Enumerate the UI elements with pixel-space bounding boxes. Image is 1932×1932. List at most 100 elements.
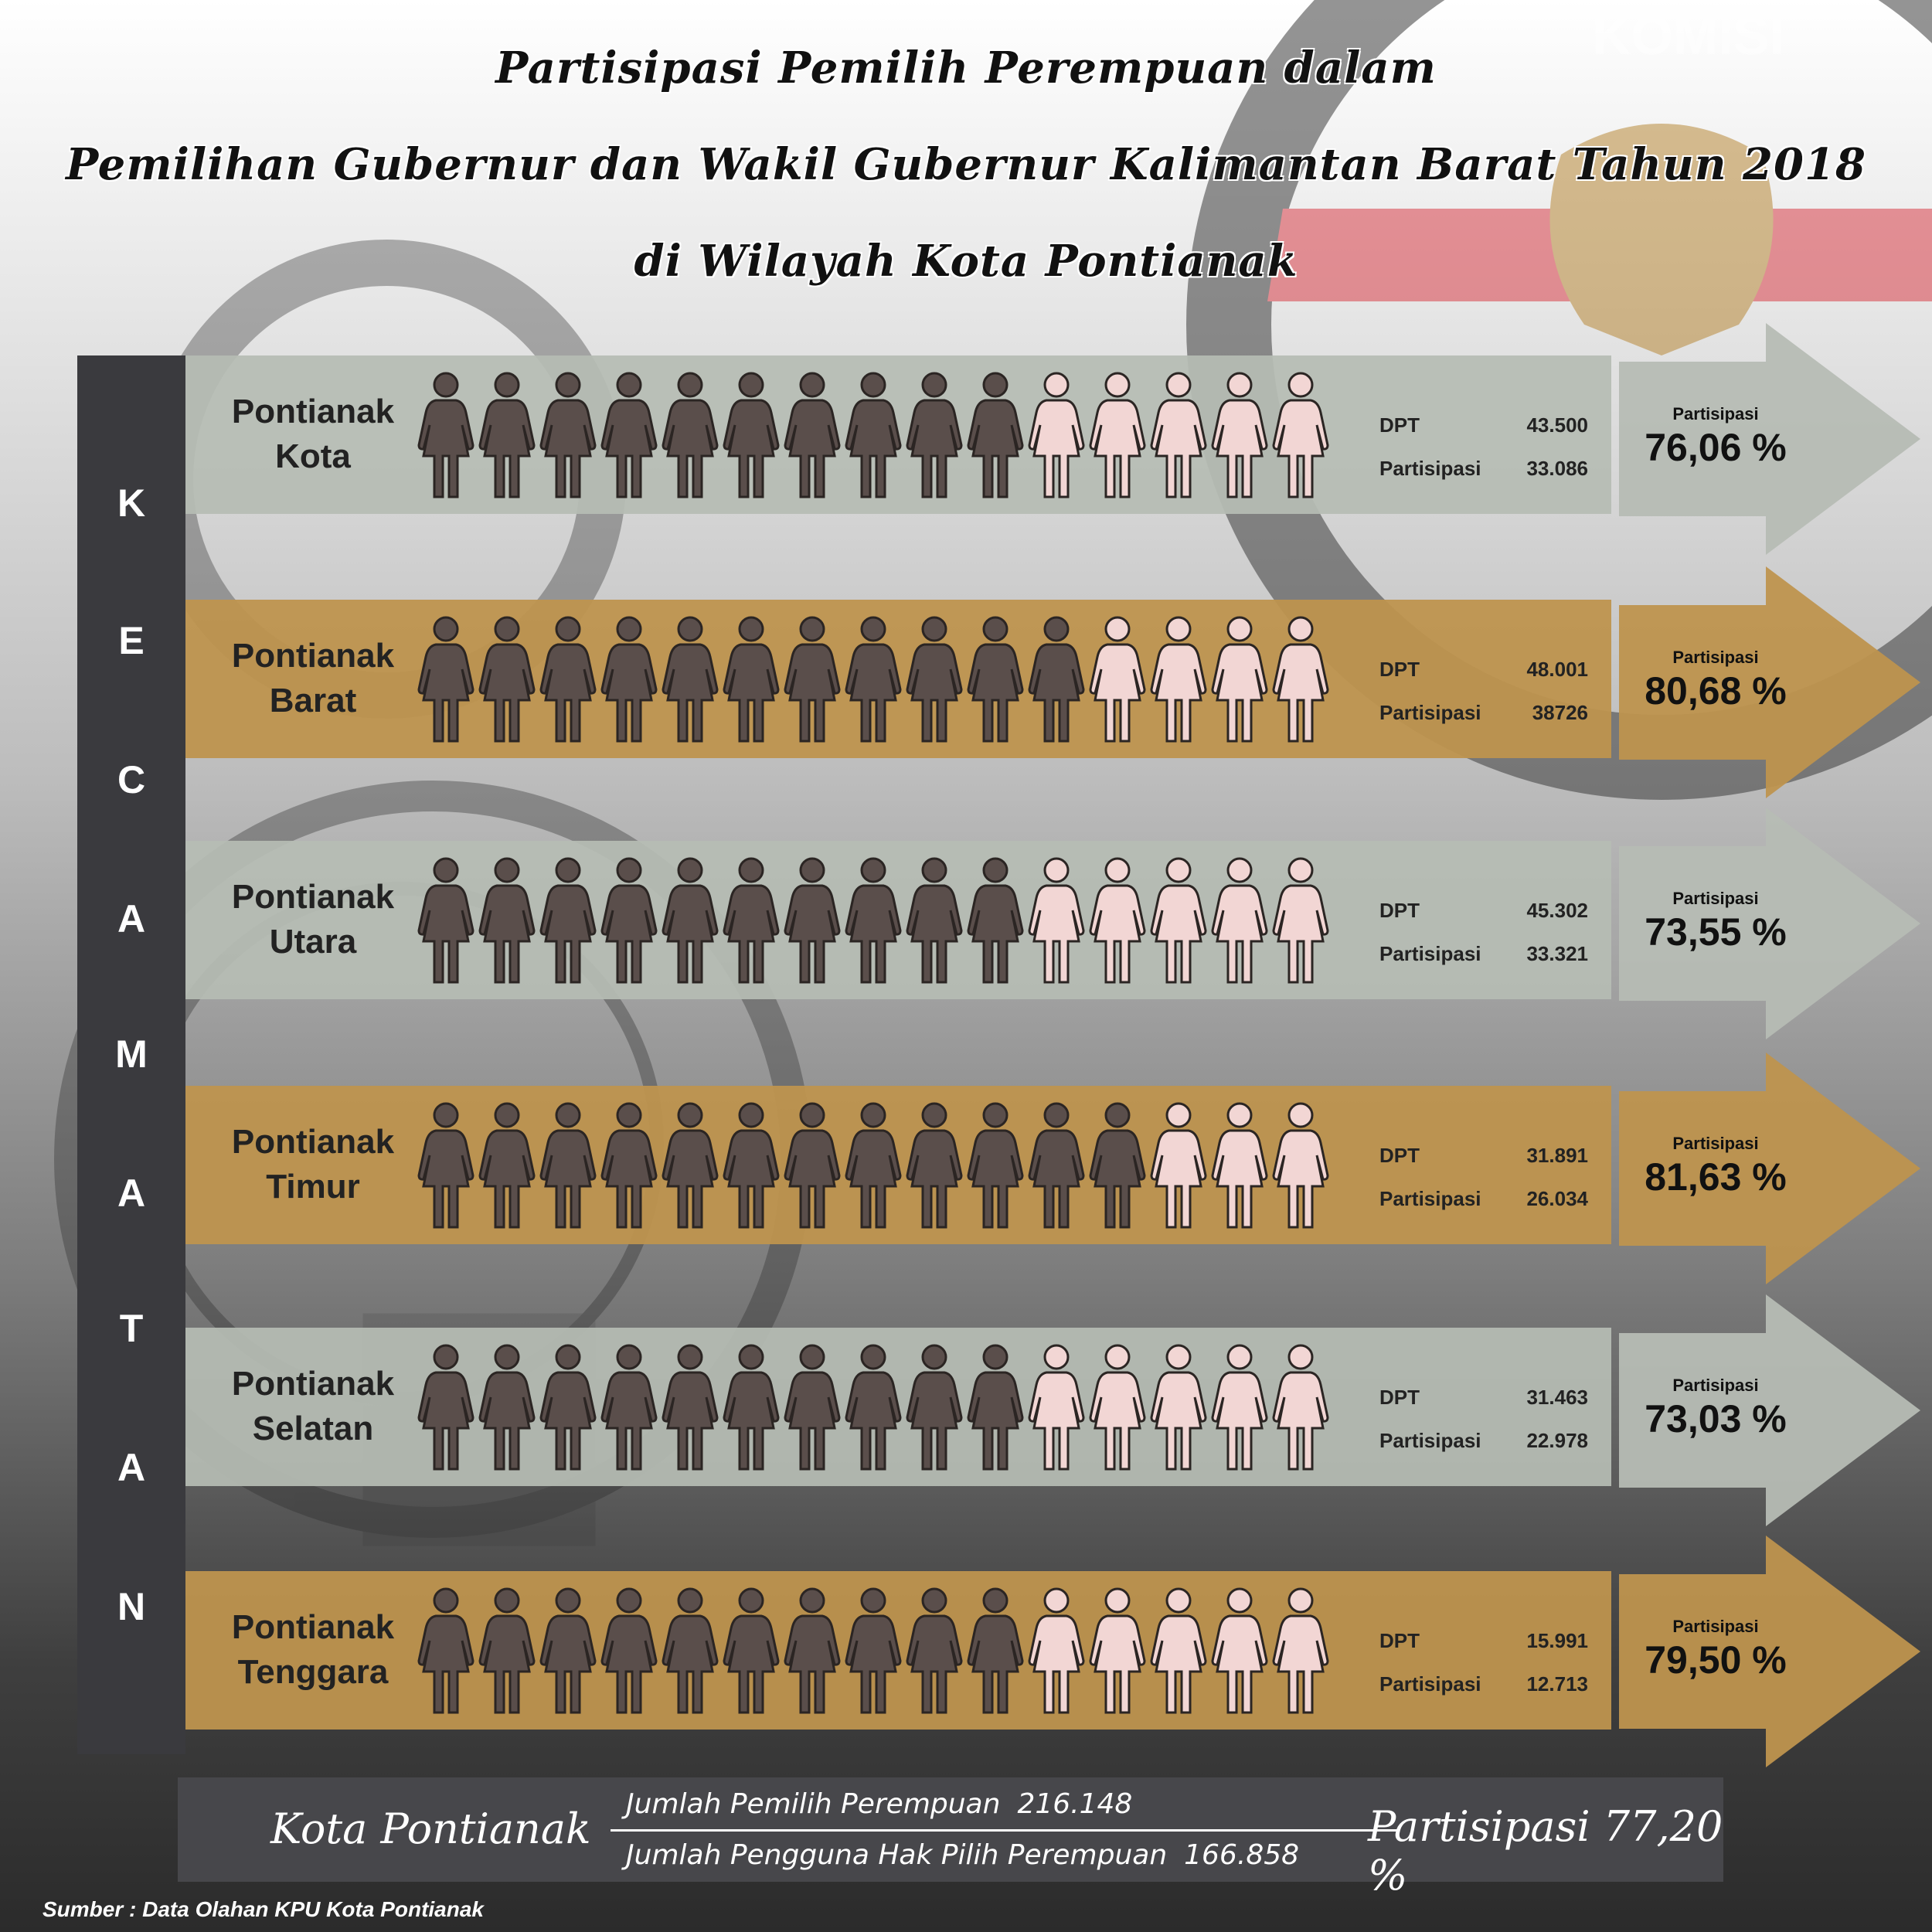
partisipasi-value: 26.034 [1526,1187,1588,1210]
woman-figure-dark-icon [539,1344,597,1471]
percent-label: Partisipasi [1672,1134,1759,1153]
woman-figure-dark-icon [906,857,963,984]
percent-arrow [1619,323,1920,555]
woman-figure-dark-icon [1089,1102,1146,1229]
woman-figure-light-icon [1150,616,1207,743]
woman-figure-dark-icon [600,1587,658,1714]
woman-figure-dark-icon [539,372,597,498]
percent-block: Partisipasi 76,06 % [1623,404,1808,471]
fraction-line [611,1829,1399,1832]
woman-figure-dark-icon [784,372,841,498]
partisipasi-label: Partisipasi [1379,701,1481,724]
dpt-line: DPT 15.991 [1379,1619,1611,1662]
percent-value: 73,03 % [1645,1397,1787,1440]
summary-bar: Kota Pontianak Jumlah Pemilih Perempuan 2… [178,1777,1723,1900]
woman-figure-dark-icon [478,857,536,984]
title-line-2: Pemilihan Gubernur dan Wakil Gubernur Ka… [66,139,1866,190]
kecamatan-side-panel: K E C A M A T A N [77,355,185,1754]
kecamatan-name-line2: Kota [275,437,351,475]
woman-figure-dark-icon [417,372,474,498]
summary-denominator-value: 166.858 [1184,1839,1300,1871]
kecamatan-name-line2: Timur [266,1168,360,1206]
side-letter: M [115,1032,148,1076]
woman-figure-dark-icon [417,616,474,743]
woman-figure-dark-icon [600,1102,658,1229]
side-letter: A [117,897,146,940]
woman-figure-dark-icon [723,857,780,984]
kecamatan-row: Pontianak Kota DPT 43.500 Partisipasi 33.086 [185,355,1611,514]
percent-block: Partisipasi 73,55 % [1623,889,1808,955]
woman-figure-dark-icon [967,1344,1024,1471]
title-line-1: Partisipasi Pemilih Perempuan dalam [495,43,1437,94]
woman-figure-light-icon [1272,372,1329,498]
percent-block: Partisipasi 79,50 % [1623,1617,1808,1683]
pictogram [417,369,1546,501]
kecamatan-name-line2: Utara [269,923,357,961]
kecamatan-name-line1: Pontianak [231,393,395,430]
kecamatan-name-line1: Pontianak [231,1608,395,1646]
woman-figure-dark-icon [845,1344,902,1471]
summary-denominator: Jumlah Pengguna Hak Pilih Perempuan 166.8… [626,1839,1299,1871]
dpt-label: DPT [1379,413,1420,437]
woman-figure-dark-icon [906,1102,963,1229]
kecamatan-name: Pontianak Utara [185,875,440,964]
woman-figure-light-icon [1089,616,1146,743]
partisipasi-value: 33.086 [1526,457,1588,480]
kecamatan-name-line2: Selatan [252,1410,374,1447]
kecamatan-row: Pontianak Utara DPT 45.302 Partisipasi 33.321 [185,841,1611,999]
kecamatan-name: Pontianak Kota [185,389,440,479]
woman-figure-dark-icon [784,1587,841,1714]
woman-figure-light-icon [1028,1344,1085,1471]
woman-figure-dark-icon [906,616,963,743]
kecamatan-row: Pontianak Barat DPT 48.001 Partisipasi 38726 [185,600,1611,758]
partisipasi-line: Partisipasi 33.321 [1379,932,1611,975]
partisipasi-value: 22.978 [1526,1429,1588,1452]
source-note: Sumber : Data Olahan KPU Kota Pontianak [43,1897,484,1921]
woman-figure-light-icon [1211,857,1268,984]
woman-figure-dark-icon [478,372,536,498]
side-letter: E [118,619,145,662]
woman-figure-light-icon [1272,616,1329,743]
dpt-value: 43.500 [1526,413,1588,437]
summary-denominator-label: Jumlah Pengguna Hak Pilih Perempuan [626,1839,1168,1871]
kecamatan-name: Pontianak Timur [185,1120,440,1209]
kecamatan-name-line1: Pontianak [231,1365,395,1403]
woman-figure-light-icon [1089,857,1146,984]
dpt-value: 31.463 [1526,1386,1588,1409]
title-line-3: di Wilayah Kota Pontianak [634,236,1298,287]
pictogram [417,1585,1546,1716]
kecamatan-row: Pontianak Tenggara DPT 15.991 Partisipasi 12.… [185,1571,1611,1730]
woman-figure-dark-icon [600,372,658,498]
side-letter: T [119,1307,144,1350]
partisipasi-label: Partisipasi [1379,942,1481,965]
woman-figure-dark-icon [723,1102,780,1229]
percent-label: Partisipasi [1672,1617,1759,1636]
woman-figure-dark-icon [723,372,780,498]
woman-figure-light-icon [1272,857,1329,984]
woman-figure-light-icon [1272,1344,1329,1471]
dpt-value: 15.991 [1526,1629,1588,1652]
percent-value: 76,06 % [1645,426,1787,469]
row-stats: DPT 43.500 Partisipasi 33.086 [1379,403,1611,490]
dpt-line: DPT 48.001 [1379,648,1611,691]
kecamatan-name: Pontianak Tenggara [185,1605,440,1695]
summary-numerator: Jumlah Pemilih Perempuan 216.148 [626,1788,1132,1820]
dpt-value: 48.001 [1526,658,1588,681]
dpt-label: DPT [1379,1629,1420,1652]
woman-figure-light-icon [1150,857,1207,984]
woman-figure-dark-icon [723,616,780,743]
side-letter: A [117,1172,146,1215]
pictogram [417,855,1546,986]
side-letter: N [117,1585,146,1628]
woman-figure-dark-icon [845,857,902,984]
woman-figure-light-icon [1089,1344,1146,1471]
woman-figure-dark-icon [478,1102,536,1229]
kecamatan-name: Pontianak Barat [185,634,440,723]
percent-block: Partisipasi 73,03 % [1623,1376,1808,1442]
partisipasi-line: Partisipasi 26.034 [1379,1177,1611,1220]
percent-value: 79,50 % [1645,1638,1787,1682]
woman-figure-dark-icon [662,1102,719,1229]
woman-figure-dark-icon [1028,616,1085,743]
row-stats: DPT 31.891 Partisipasi 26.034 [1379,1134,1611,1220]
dpt-label: DPT [1379,658,1420,681]
